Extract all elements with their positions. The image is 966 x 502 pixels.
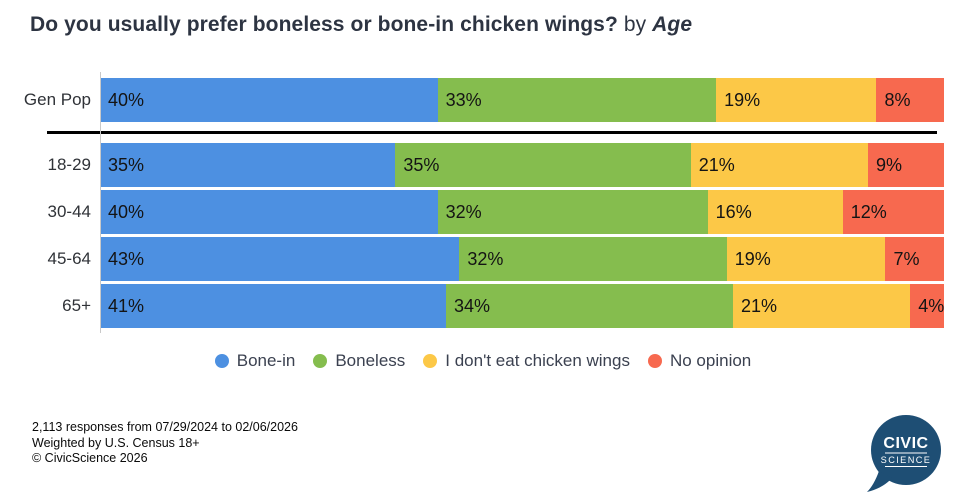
footer-responses: 2,113 responses from 07/29/2024 to 02/06… bbox=[32, 420, 298, 434]
segment-value-label: 21% bbox=[740, 295, 778, 316]
bar-segment: 34% bbox=[446, 284, 733, 328]
footer-copyright: © CivicScience 2026 bbox=[32, 451, 148, 465]
bar-segment: 32% bbox=[437, 190, 708, 234]
civicscience-logo: CIVIC SCIENCE bbox=[867, 415, 941, 492]
bar-segment: 21% bbox=[732, 284, 911, 328]
stacked-bar: 40% 33% 19% 8% bbox=[100, 78, 944, 122]
logo-bubble-tail bbox=[867, 471, 892, 492]
chart-title: Do you usually prefer boneless or bone-i… bbox=[30, 13, 692, 37]
segment-value-label: 8% bbox=[884, 89, 911, 110]
chart-area: Gen Pop 40% 33% 19% 8% 18-29 35% 35% 21% 9% 30-44 4… bbox=[0, 72, 966, 333]
bar-row-65-: 65+ 41% 34% 21% 4% bbox=[0, 284, 966, 328]
legend-dot-icon bbox=[214, 354, 229, 368]
row-label: 18-29 bbox=[47, 155, 91, 174]
segment-value-label: 12% bbox=[850, 201, 887, 222]
segment-value-label: 35% bbox=[108, 154, 145, 175]
legend-label: I don't eat chicken wings bbox=[445, 351, 630, 370]
segment-value-label: 16% bbox=[715, 201, 752, 222]
logo-bubble bbox=[871, 415, 941, 485]
legend-item: No opinion bbox=[647, 351, 752, 371]
chart-title-dimension: Age bbox=[652, 13, 693, 36]
bar-segment: 4% bbox=[910, 284, 944, 328]
bar-segment: 33% bbox=[437, 78, 717, 122]
bar-segment: 35% bbox=[395, 143, 691, 187]
bar-segment: 40% bbox=[100, 78, 438, 122]
bar-row-gen-pop: Gen Pop 40% 33% 19% 8% bbox=[0, 78, 966, 122]
bar-segment: 35% bbox=[100, 143, 396, 187]
bar-segment: 21% bbox=[690, 143, 869, 187]
logo-text-science: SCIENCE bbox=[881, 455, 932, 465]
segment-value-label: 40% bbox=[108, 201, 145, 222]
segment-value-label: 19% bbox=[734, 248, 771, 269]
bar-row-18-29: 18-29 35% 35% 21% 9% bbox=[0, 143, 966, 187]
row-label: 65+ bbox=[62, 296, 91, 315]
segment-value-label: 41% bbox=[108, 295, 145, 316]
legend-dot-icon bbox=[647, 354, 662, 368]
bar-segment: 9% bbox=[868, 143, 944, 187]
bar-segment: 7% bbox=[885, 237, 944, 281]
bar-segment: 12% bbox=[842, 190, 944, 234]
logo-text-civic: CIVIC bbox=[883, 435, 928, 452]
legend-label: Bone-in bbox=[236, 351, 296, 370]
segment-value-label: 40% bbox=[108, 89, 145, 110]
chart-title-question: Do you usually prefer boneless or bone-i… bbox=[30, 13, 618, 36]
footer-notes: 2,113 responses from 07/29/2024 to 02/06… bbox=[32, 420, 298, 467]
segment-value-label: 35% bbox=[403, 154, 440, 175]
stacked-bar: 41% 34% 21% 4% bbox=[100, 284, 944, 328]
segment-value-label: 43% bbox=[108, 248, 145, 269]
genpop-separator-line bbox=[47, 131, 937, 134]
segment-value-label: 19% bbox=[724, 89, 761, 110]
segment-value-label: 33% bbox=[445, 89, 482, 110]
y-axis-line bbox=[100, 72, 101, 333]
bar-segment: 41% bbox=[100, 284, 447, 328]
bar-segment: 19% bbox=[716, 78, 877, 122]
bar-segment: 32% bbox=[459, 237, 727, 281]
bar-segment: 40% bbox=[100, 190, 438, 234]
bar-segment: 8% bbox=[876, 78, 944, 122]
row-label: 45-64 bbox=[47, 249, 91, 268]
legend-item: I don't eat chicken wings bbox=[423, 351, 630, 371]
segment-value-label: 34% bbox=[454, 295, 491, 316]
bar-row-45-64: 45-64 43% 32% 19% 7% bbox=[0, 237, 966, 281]
legend-dot-icon bbox=[423, 354, 438, 368]
segment-value-label: 9% bbox=[876, 154, 903, 175]
segment-value-label: 4% bbox=[918, 295, 945, 316]
stacked-bar: 35% 35% 21% 9% bbox=[100, 143, 944, 187]
segment-value-label: 32% bbox=[445, 201, 482, 222]
bar-segment: 16% bbox=[707, 190, 843, 234]
segment-value-label: 32% bbox=[467, 248, 504, 269]
segment-value-label: 21% bbox=[698, 154, 735, 175]
row-label: 30-44 bbox=[47, 202, 91, 221]
bar-row-30-44: 30-44 40% 32% 16% 12% bbox=[0, 190, 966, 234]
legend-dot-icon bbox=[313, 354, 328, 368]
bar-segment: 43% bbox=[100, 237, 460, 281]
segment-value-label: 7% bbox=[893, 248, 920, 269]
legend-item: Boneless bbox=[313, 351, 405, 371]
legend-label: No opinion bbox=[669, 351, 752, 370]
legend-label: Boneless bbox=[335, 351, 406, 370]
row-label: Gen Pop bbox=[23, 90, 91, 109]
chart-title-connector: by bbox=[623, 13, 647, 36]
bar-segment: 19% bbox=[726, 237, 886, 281]
stacked-bar: 43% 32% 19% 7% bbox=[100, 237, 944, 281]
legend-item: Bone-in bbox=[214, 351, 296, 371]
footer-weighting: Weighted by U.S. Census 18+ bbox=[32, 435, 200, 450]
stacked-bar: 40% 32% 16% 12% bbox=[100, 190, 944, 234]
bar-rows: Gen Pop 40% 33% 19% 8% 18-29 35% 35% 21% 9% 30-44 4… bbox=[0, 78, 966, 328]
legend: Bone-in Boneless I don't eat chicken wings… bbox=[0, 351, 966, 371]
